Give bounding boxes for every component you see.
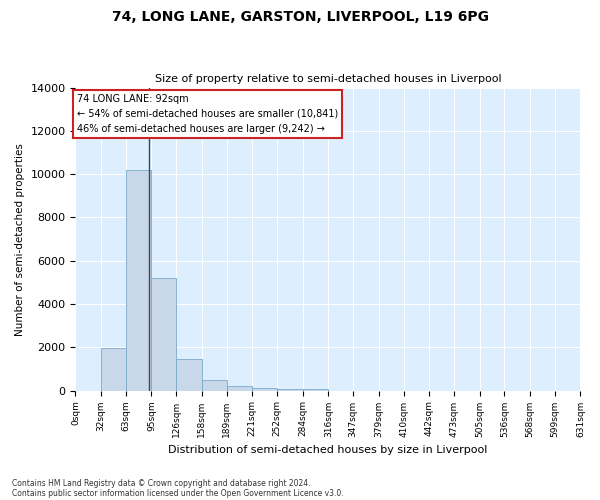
Bar [202,380,227,390]
Bar [253,388,277,390]
Text: 74 LONG LANE: 92sqm
← 54% of semi-detached houses are smaller (10,841)
46% of se: 74 LONG LANE: 92sqm ← 54% of semi-detach… [77,94,338,134]
Bar [151,278,176,390]
Bar [126,170,151,390]
Bar [277,389,303,390]
Y-axis label: Number of semi-detached properties: Number of semi-detached properties [15,142,25,336]
Bar [101,348,126,391]
Bar [176,359,202,390]
Bar [227,386,253,390]
Text: Contains public sector information licensed under the Open Government Licence v3: Contains public sector information licen… [12,488,344,498]
Text: Contains HM Land Registry data © Crown copyright and database right 2024.: Contains HM Land Registry data © Crown c… [12,478,311,488]
Text: 74, LONG LANE, GARSTON, LIVERPOOL, L19 6PG: 74, LONG LANE, GARSTON, LIVERPOOL, L19 6… [112,10,488,24]
X-axis label: Distribution of semi-detached houses by size in Liverpool: Distribution of semi-detached houses by … [168,445,488,455]
Title: Size of property relative to semi-detached houses in Liverpool: Size of property relative to semi-detach… [155,74,501,84]
